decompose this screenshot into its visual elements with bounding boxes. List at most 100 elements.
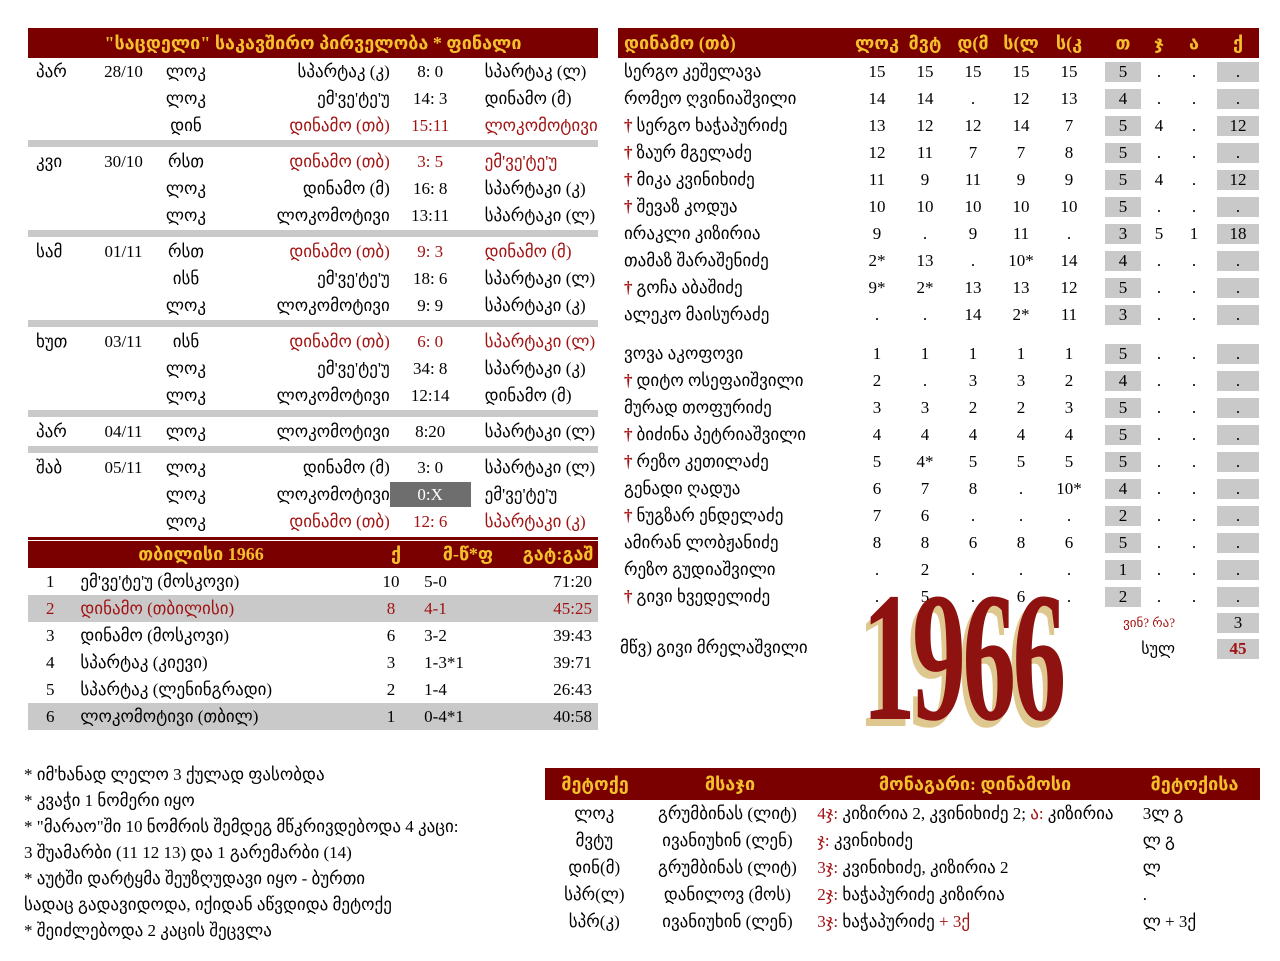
- player-name: რეზო გუდიაშვილი: [624, 559, 776, 579]
- player-games: 5: [1105, 424, 1141, 445]
- player-match-stat: 10*: [1056, 478, 1082, 498]
- footnote-line: * აუტში დარტყმა შეუზღუდავი იყო - ბურთი: [24, 869, 366, 888]
- player-tries: .: [1156, 250, 1162, 270]
- player-a: .: [1191, 370, 1197, 390]
- player-match-stat: .: [970, 250, 976, 270]
- legend-scorers: 3ჯ: ხაჭაპურიძე + 3ქ: [811, 912, 1132, 932]
- fixture-home-team: დინამო (თბ): [289, 115, 390, 135]
- standings-title: თბილისი 1966: [138, 544, 264, 564]
- player-row: † გოჩა აბაშიძე 9* 2* 13 13 12 5...: [618, 274, 1259, 301]
- fixture-venue: ლოკ: [165, 457, 207, 477]
- total-row: სულ 45: [618, 636, 1259, 662]
- fixture-venue: ლოკ: [165, 358, 207, 378]
- fixture-row: ლოკ დინამო (მ) 16: 8 სპარტაკი (კ): [28, 175, 598, 202]
- fixture-venue: ლოკ: [165, 88, 207, 108]
- fixture-row: ლოკ ლოკომოტივი 13:11 სპარტაკი (ლ): [28, 202, 598, 229]
- deceased-cross-icon: †: [624, 505, 633, 525]
- fixture-score: 0:X: [389, 482, 471, 507]
- fixtures-bottom-rule: [28, 537, 598, 540]
- player-match-stat: 5: [1016, 451, 1026, 471]
- standings-team: სპარტაკ (ლენინგრადი): [80, 679, 273, 699]
- player-match-stat: 10: [1012, 196, 1030, 216]
- player-name: თამაზ შარაშენიძე: [624, 250, 769, 270]
- fixture-score: 16: 8: [412, 178, 448, 198]
- player-name: მურად თოფურიძე: [624, 397, 772, 417]
- deceased-cross-icon: †: [624, 277, 633, 297]
- player-match-stat: 10: [964, 196, 982, 216]
- player-games: 5: [1105, 451, 1141, 472]
- player-match-stat: 7: [1016, 142, 1026, 162]
- player-a: .: [1191, 277, 1197, 297]
- player-match-stat: 4: [872, 424, 882, 444]
- standings-body: 1 ემ'ვე'ტე'უ (მოსკოვი) 10 5-0 71:20 2 დინამო (…: [28, 568, 598, 730]
- fixture-home-team: ემ'ვე'ტე'უ: [317, 268, 390, 288]
- legend-opponent: მვტუ: [575, 830, 614, 850]
- fixture-date: 30/10: [104, 151, 143, 171]
- player-match-stat: 4: [1064, 424, 1074, 444]
- fixture-score: 8:20: [415, 421, 446, 441]
- standings-row: 3 დინამო (მოსკოვი) 6 3-2 39:43: [28, 622, 598, 649]
- player-a: 1: [1189, 223, 1199, 243]
- player-games: 3: [1105, 223, 1141, 244]
- player-name: გენადი ღადუა: [624, 478, 741, 498]
- fixture-venue: ლოკ: [165, 178, 207, 198]
- legend-scorer-segment: ა:: [1030, 803, 1044, 823]
- total-label: სულ: [1141, 641, 1175, 658]
- squad-col-match-2: მვტ: [908, 33, 942, 53]
- squad-col-match-1: ლოკ: [855, 33, 899, 53]
- player-row: † შევაზ კოდუა 10 10 10 10 10 5...: [618, 193, 1259, 220]
- legend-scorer-segment: 4ჯ:: [817, 803, 839, 823]
- fixture-venue: ლოკ: [165, 295, 207, 315]
- legend-referee: დანილოვ (მოს): [663, 884, 791, 904]
- fixtures-body: პარ 28/10 ლოკ სპარტაკ (კ) 8: 0 სპარტაკ (ლ) ლოკ…: [28, 58, 598, 535]
- player-games: 4: [1105, 370, 1141, 391]
- fixture-venue: ლოკ: [165, 205, 207, 225]
- fixture-day: სამ: [36, 241, 63, 261]
- player-tries: .: [1156, 586, 1162, 606]
- player-tries: .: [1156, 451, 1162, 471]
- group-separator: [28, 410, 598, 417]
- squad-col-match-5: ს(კ: [1055, 33, 1083, 53]
- player-match-stat: .: [1018, 559, 1024, 579]
- legend-scorer-segment: + 3ქ: [939, 911, 971, 931]
- group-separator: [28, 446, 598, 453]
- who-what-row: ვინ? რა? 3: [618, 610, 1259, 636]
- player-match-stat: 9: [1016, 169, 1026, 189]
- player-match-stat: 9: [968, 223, 978, 243]
- player-row: ამირან ლობჟანიძე 8 8 6 8 6 5...: [618, 529, 1259, 556]
- player-points: 12: [1217, 169, 1259, 190]
- player-name: † შევაზ კოდუა: [624, 196, 738, 216]
- player-match-stat: 1: [920, 343, 930, 363]
- fixture-row: პარ 04/11 ლოკ ლოკომოტივი 8:20 სპარტაკი (ლ): [28, 418, 598, 445]
- player-games: 5: [1105, 277, 1141, 298]
- player-points: 18: [1217, 223, 1259, 244]
- player-match-stat: 2: [968, 397, 978, 417]
- fixture-away-team: ემ'ვე'ტე'უ: [484, 151, 558, 171]
- player-tries: .: [1156, 88, 1162, 108]
- player-match-stat: .: [1066, 505, 1072, 525]
- player-points: .: [1217, 586, 1259, 607]
- legend-opponent: დინ(მ): [568, 857, 621, 877]
- player-a: .: [1191, 424, 1197, 444]
- player-match-stat: 1: [968, 343, 978, 363]
- standings-rank: 5: [45, 679, 55, 699]
- deceased-cross-icon: †: [624, 370, 633, 390]
- player-a: .: [1191, 115, 1197, 135]
- player-match-stat: 14: [964, 304, 982, 324]
- fixture-score: 8: 0: [417, 61, 444, 81]
- player-match-stat: 14: [1012, 115, 1030, 135]
- standings-record: 4-1: [424, 598, 447, 618]
- fixture-row: ხუთ 03/11 ისნ დინამო (თბ) 6: 0 სპარტაკი (ლ): [28, 328, 598, 355]
- player-match-stat: 5: [968, 451, 978, 471]
- player-games: 5: [1105, 196, 1141, 217]
- player-match-stat: 12: [916, 115, 934, 135]
- player-games: 5: [1105, 343, 1141, 364]
- footnote-line: 3 შუამარბი (11 12 13) და 1 გარემარბი (14…: [24, 843, 352, 862]
- player-match-stat: .: [922, 370, 928, 390]
- squad-title: დინამო (თბ): [624, 33, 736, 53]
- standings-score: 40:58: [553, 706, 592, 726]
- player-tries: .: [1156, 196, 1162, 216]
- player-points: .: [1217, 142, 1259, 163]
- standings-row: 4 სპარტაკ (კიევი) 3 1-3*1 39:71: [28, 649, 598, 676]
- fixture-away-team: სპარტაკი (ლ): [484, 268, 596, 288]
